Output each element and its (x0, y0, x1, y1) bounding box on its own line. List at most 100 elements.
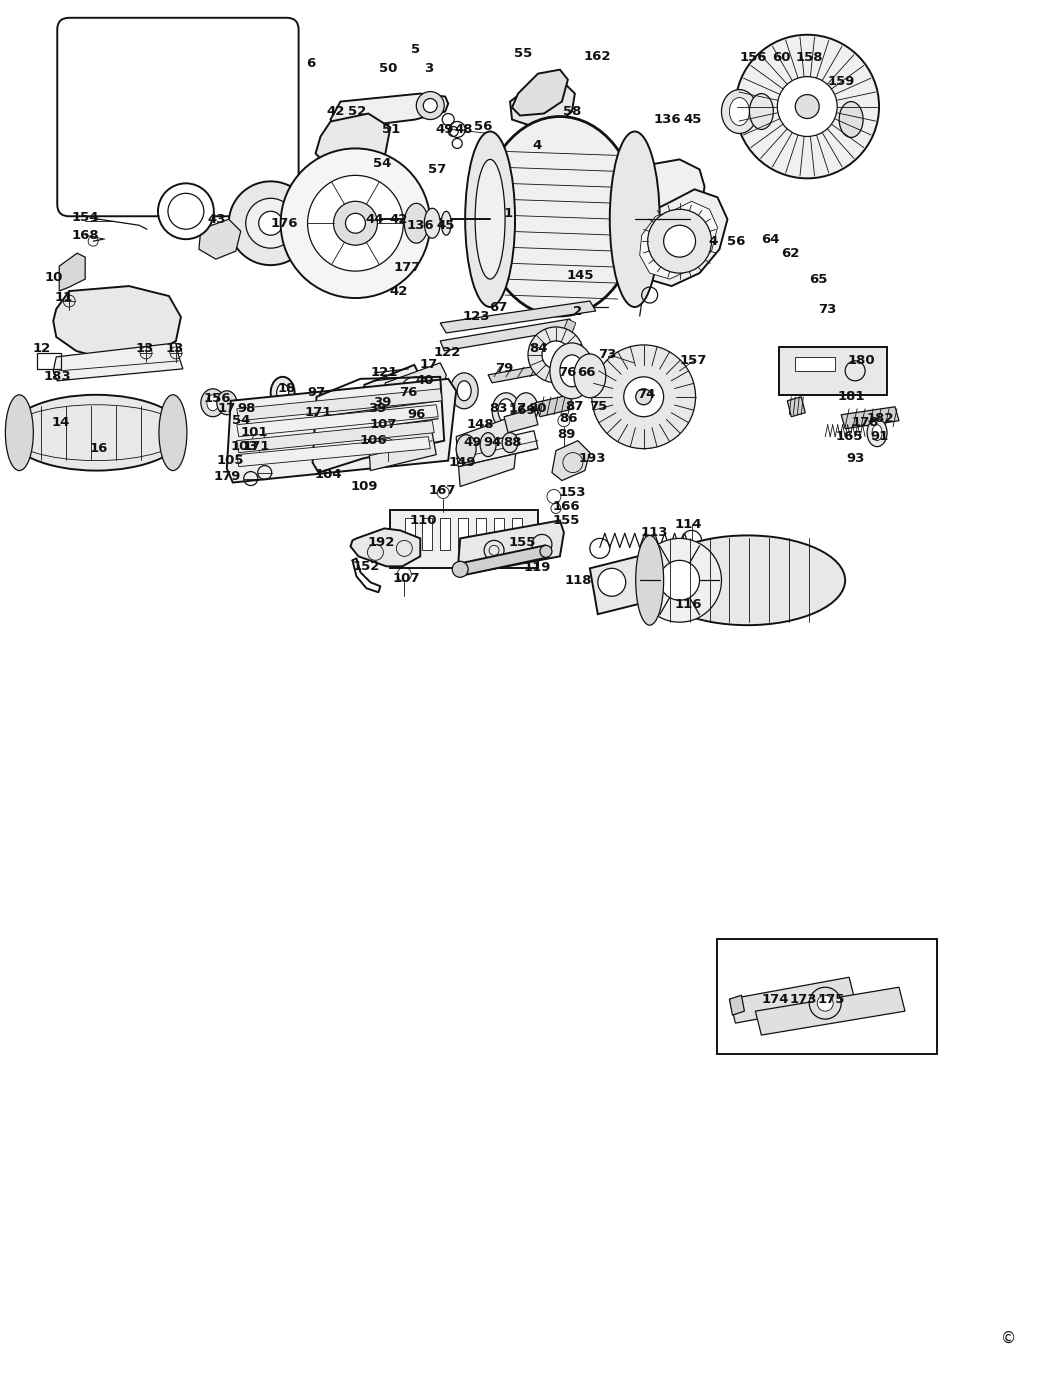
Text: 52: 52 (349, 105, 366, 119)
Text: 42: 42 (390, 213, 407, 226)
Text: 57: 57 (428, 163, 446, 175)
Text: 6: 6 (306, 57, 315, 70)
Ellipse shape (216, 391, 236, 415)
Text: 156: 156 (739, 51, 768, 65)
Ellipse shape (271, 377, 295, 408)
Text: 54: 54 (232, 414, 250, 428)
Text: 42: 42 (327, 105, 344, 119)
Circle shape (592, 345, 695, 448)
Ellipse shape (650, 535, 845, 625)
Ellipse shape (276, 384, 289, 402)
Ellipse shape (560, 355, 584, 386)
Circle shape (659, 560, 699, 600)
Text: 14: 14 (52, 417, 70, 429)
Text: 183: 183 (43, 370, 71, 384)
Text: 148: 148 (466, 418, 493, 431)
Polygon shape (639, 201, 717, 279)
Ellipse shape (839, 102, 863, 138)
Ellipse shape (201, 389, 225, 417)
Polygon shape (510, 84, 574, 127)
Text: 109: 109 (351, 480, 378, 493)
Text: 104: 104 (315, 468, 342, 482)
Circle shape (528, 327, 584, 382)
Text: 171: 171 (243, 440, 271, 453)
Circle shape (423, 98, 437, 113)
Polygon shape (236, 404, 438, 436)
Circle shape (345, 214, 365, 233)
Circle shape (229, 181, 313, 265)
Polygon shape (236, 389, 442, 421)
Text: 13: 13 (166, 342, 184, 356)
Text: 73: 73 (818, 302, 837, 316)
Circle shape (280, 149, 430, 298)
Text: 168: 168 (71, 229, 99, 242)
Bar (405, 519, 416, 551)
Text: 4: 4 (709, 235, 718, 247)
Text: 93: 93 (846, 453, 864, 465)
Polygon shape (617, 160, 705, 270)
Bar (422, 519, 433, 551)
Text: 17: 17 (509, 402, 527, 415)
Polygon shape (458, 520, 564, 574)
Text: 60: 60 (772, 51, 791, 65)
FancyBboxPatch shape (58, 18, 298, 217)
Text: 88: 88 (503, 436, 521, 448)
Text: 48: 48 (455, 123, 474, 137)
Polygon shape (59, 253, 85, 291)
Text: 83: 83 (489, 402, 507, 415)
Bar (795, 357, 835, 371)
Polygon shape (788, 397, 805, 417)
Ellipse shape (8, 395, 184, 471)
Bar (476, 519, 486, 551)
Ellipse shape (465, 131, 516, 306)
Text: 152: 152 (353, 560, 380, 573)
Bar (717, 940, 937, 1054)
Text: 91: 91 (870, 431, 888, 443)
Circle shape (648, 210, 712, 273)
Text: 119: 119 (523, 560, 550, 574)
Text: 106: 106 (359, 435, 387, 447)
Text: 98: 98 (237, 402, 256, 415)
Polygon shape (236, 421, 435, 453)
Ellipse shape (402, 377, 430, 397)
Text: 107: 107 (370, 418, 397, 431)
Text: 114: 114 (675, 518, 702, 531)
Text: 174: 174 (761, 992, 790, 1006)
Polygon shape (841, 407, 899, 429)
Text: 116: 116 (675, 598, 702, 611)
Text: 97: 97 (308, 386, 326, 399)
Ellipse shape (873, 425, 882, 440)
Ellipse shape (721, 90, 757, 134)
Text: 193: 193 (579, 453, 606, 465)
Circle shape (777, 77, 837, 137)
Text: 43: 43 (208, 213, 226, 226)
Text: 179: 179 (213, 471, 240, 483)
Text: 40: 40 (415, 374, 434, 388)
Polygon shape (440, 319, 574, 351)
Circle shape (624, 377, 664, 417)
Ellipse shape (159, 395, 187, 471)
Polygon shape (730, 977, 855, 1023)
Text: 171: 171 (304, 406, 332, 420)
Bar (495, 519, 504, 551)
Bar (458, 519, 468, 551)
Circle shape (168, 193, 204, 229)
Text: 12: 12 (33, 342, 50, 356)
Text: 50: 50 (379, 62, 398, 75)
Text: 39: 39 (373, 396, 392, 410)
Ellipse shape (441, 211, 452, 235)
Polygon shape (590, 544, 699, 614)
Ellipse shape (450, 373, 478, 408)
Polygon shape (369, 422, 436, 471)
Ellipse shape (476, 160, 505, 279)
Text: 121: 121 (371, 366, 398, 380)
Text: 49: 49 (435, 123, 454, 137)
Polygon shape (351, 529, 420, 566)
Polygon shape (512, 69, 568, 116)
Bar (440, 519, 450, 551)
Ellipse shape (514, 393, 538, 425)
Text: 110: 110 (410, 513, 437, 527)
Text: 167: 167 (428, 484, 456, 497)
Circle shape (540, 545, 552, 558)
Text: 56: 56 (474, 120, 492, 132)
